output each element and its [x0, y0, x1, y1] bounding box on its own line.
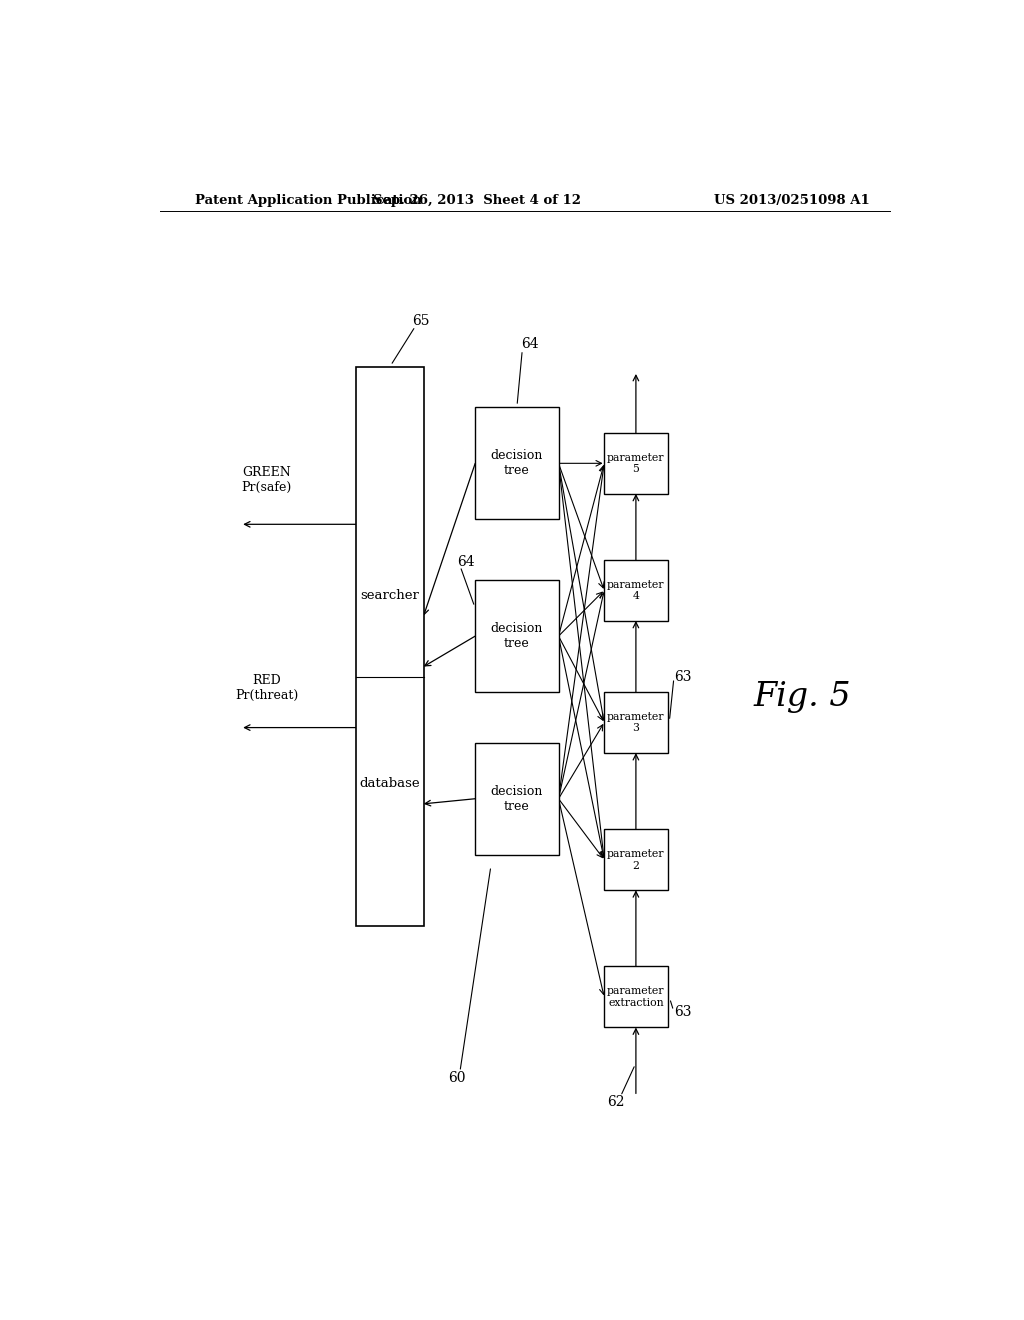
Text: parameter
3: parameter 3	[607, 711, 665, 734]
Text: parameter
extraction: parameter extraction	[607, 986, 665, 1007]
Text: 65: 65	[412, 314, 430, 329]
Text: US 2013/0251098 A1: US 2013/0251098 A1	[715, 194, 870, 207]
Text: GREEN
Pr(safe): GREEN Pr(safe)	[242, 466, 292, 494]
Text: searcher: searcher	[360, 589, 419, 602]
Bar	[475, 581, 558, 692]
Text: Fig. 5: Fig. 5	[754, 681, 851, 713]
Text: decision
tree: decision tree	[490, 622, 543, 651]
Bar	[475, 743, 558, 854]
Bar	[604, 692, 668, 752]
Bar	[604, 560, 668, 620]
Text: parameter
5: parameter 5	[607, 453, 665, 474]
Text: Sep. 26, 2013  Sheet 4 of 12: Sep. 26, 2013 Sheet 4 of 12	[373, 194, 582, 207]
Text: Patent Application Publication: Patent Application Publication	[196, 194, 422, 207]
Text: parameter
4: parameter 4	[607, 579, 665, 601]
Bar	[356, 367, 424, 925]
Text: parameter
2: parameter 2	[607, 849, 665, 870]
Text: 63: 63	[674, 669, 691, 684]
Text: 63: 63	[674, 1005, 691, 1019]
Text: RED
Pr(threat): RED Pr(threat)	[236, 675, 299, 702]
Bar	[604, 433, 668, 494]
Text: database: database	[359, 777, 420, 789]
Text: decision
tree: decision tree	[490, 784, 543, 813]
Bar	[475, 408, 558, 519]
Text: 62: 62	[607, 1094, 625, 1109]
Text: 64: 64	[458, 554, 475, 569]
Bar	[604, 966, 668, 1027]
Text: decision
tree: decision tree	[490, 449, 543, 478]
Text: 60: 60	[449, 1072, 466, 1085]
Text: 64: 64	[521, 338, 539, 351]
Bar	[604, 829, 668, 890]
